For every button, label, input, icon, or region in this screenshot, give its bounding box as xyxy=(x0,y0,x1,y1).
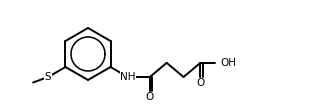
Text: OH: OH xyxy=(220,58,236,68)
Text: O: O xyxy=(146,92,154,102)
Text: NH: NH xyxy=(120,72,135,82)
Text: O: O xyxy=(196,78,205,88)
Text: S: S xyxy=(45,72,51,82)
